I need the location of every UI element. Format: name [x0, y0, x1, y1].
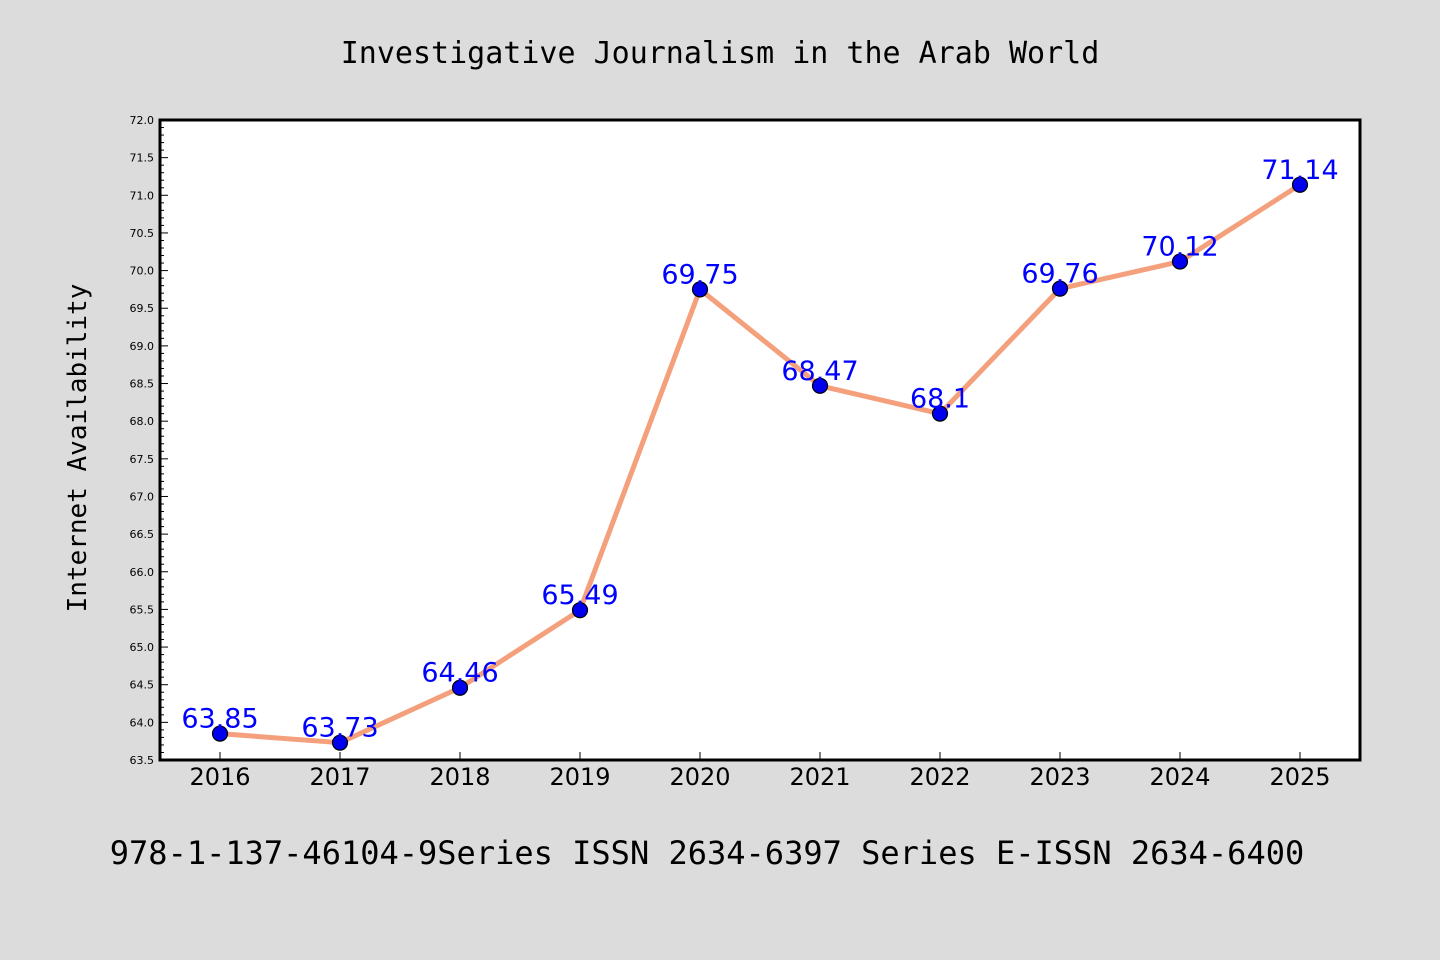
data-point-marker [931, 405, 949, 422]
data-point-marker [811, 377, 829, 394]
y-tick-label: 68.5 [130, 378, 155, 391]
data-label: 63.85 [181, 704, 258, 735]
y-tick-label: 70.0 [130, 265, 155, 278]
y-tick-label: 64.0 [130, 716, 155, 729]
x-tick-label: 2022 [909, 763, 970, 791]
x-tick-label: 2025 [1269, 763, 1330, 791]
x-tick-label: 2021 [789, 763, 850, 791]
data-label: 64.46 [421, 658, 498, 689]
y-tick-label: 69.0 [130, 340, 155, 353]
y-tick-label: 63.5 [130, 754, 155, 767]
data-point-marker [691, 281, 709, 298]
y-tick-label: 67.5 [130, 453, 155, 466]
data-point-marker [1051, 280, 1069, 297]
data-label: 68.47 [781, 356, 858, 387]
x-tick-label: 2018 [429, 763, 490, 791]
data-point-marker [1171, 253, 1189, 270]
y-tick-label: 70.5 [130, 227, 155, 240]
x-tick-label: 2023 [1029, 763, 1090, 791]
data-point-marker [571, 602, 589, 619]
data-label: 63.73 [301, 713, 378, 744]
data-label: 71.14 [1261, 155, 1338, 186]
y-tick-label: 65.0 [130, 641, 155, 654]
data-label: 70.12 [1141, 232, 1218, 263]
data-label: 69.75 [661, 259, 738, 290]
data-labels-group: 63.85 63.73 64.46 65.49 69.75 68.47 68.1 69.76 7… [181, 155, 1338, 744]
x-tick-label: 2020 [669, 763, 730, 791]
data-label: 68.1 [910, 384, 970, 415]
markers-group [211, 176, 1309, 751]
x-tick-label: 2017 [309, 763, 370, 791]
y-tick-label: 72.0 [130, 114, 155, 127]
x-tick-label: 2024 [1149, 763, 1210, 791]
y-tick-label: 69.5 [130, 302, 155, 315]
y-tick-label: 66.0 [130, 566, 155, 579]
x-tick-label: 2016 [189, 763, 250, 791]
y-tick-label: 68.0 [130, 415, 155, 428]
series-line [217, 182, 1303, 746]
y-tick-label: 71.0 [130, 189, 155, 202]
y-tick-label: 66.5 [130, 528, 155, 541]
y-tick-label: 71.5 [130, 152, 155, 165]
y-tick-label: 65.5 [130, 603, 155, 616]
x-axis-ticks: 2016 2017 2018 2019 2020 2021 2022 2023 2024 2025 [189, 752, 1331, 791]
y-tick-label: 64.5 [130, 679, 155, 692]
y-axis-label: Internet Availability [63, 284, 93, 613]
chart-title: Investigative Journalism in the Arab Wor… [341, 36, 1100, 71]
data-label: 69.76 [1021, 259, 1098, 290]
y-axis-ticks: 63.5 64.0 64.5 65.0 65.5 66.0 66.5 67.0 67.5 68.0… [130, 114, 168, 767]
data-point-marker [451, 679, 469, 696]
plot-frame [158, 118, 1362, 762]
series-line-group [217, 182, 1303, 746]
x-tick-label: 2019 [549, 763, 610, 791]
data-label: 65.49 [541, 580, 618, 611]
plot-area [160, 120, 1360, 760]
y-tick-label: 67.0 [130, 490, 155, 503]
data-point-marker [331, 734, 349, 751]
footer-text: 978-1-137-46104-9Series ISSN 2634-6397 S… [110, 834, 1304, 872]
data-point-marker [1291, 176, 1309, 193]
data-point-marker [211, 725, 229, 742]
